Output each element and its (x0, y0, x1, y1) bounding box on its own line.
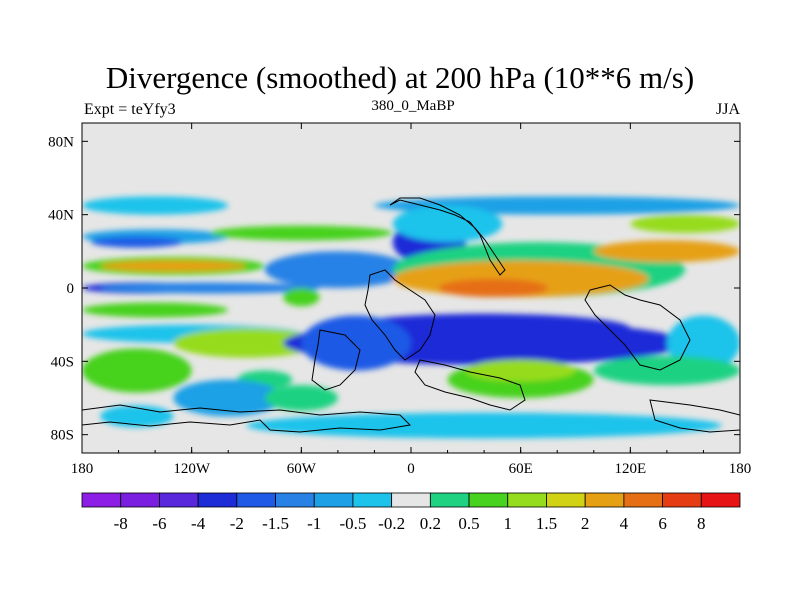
y-tick-label-2: 0 (67, 281, 75, 297)
x-tick-label-3: 0 (407, 461, 415, 477)
colorbar-box-13 (584, 492, 625, 508)
coastlines (82, 197, 740, 433)
colorbar-label-3: -2 (230, 514, 244, 533)
colorbar-box-14 (623, 492, 663, 508)
season-label: JJA (715, 101, 740, 118)
y-tick-label-1: 40N (48, 208, 74, 224)
x-tick-label-4: 60E (509, 461, 533, 477)
contour-region-29 (465, 359, 576, 382)
y-tick-label-4: 80S (51, 428, 74, 444)
colorbar-label-5: -1 (307, 514, 321, 533)
colorbar-label-8: 0.2 (420, 514, 441, 533)
continent-outline-southwest (311, 329, 361, 391)
continent-outline-polar (82, 404, 412, 433)
experiment-label: Expt = teYfy3 (84, 101, 176, 118)
colorbar-box-8 (391, 492, 431, 508)
y-tick-label-3: 40S (51, 354, 74, 370)
contour-region-0 (82, 196, 229, 215)
contour-region-23 (630, 214, 740, 233)
colorbar-box-15 (662, 492, 702, 508)
contour-region-31 (246, 412, 722, 439)
contour-region-32 (173, 379, 284, 417)
contour-region-16 (283, 288, 320, 307)
continent-outline-africa (364, 269, 436, 361)
colorbar-box-0 (81, 492, 122, 508)
x-tick-label-1: 120W (173, 461, 211, 477)
continent-outline-southeast (649, 399, 740, 433)
colorbar-box-1 (120, 492, 160, 508)
contour-region-26 (301, 315, 411, 371)
contour-region-15 (264, 251, 411, 288)
contour-region-18 (392, 205, 503, 243)
chart-title: Divergence (smoothed) at 200 hPa (10**6 … (105, 60, 695, 95)
contour-region-4 (100, 260, 247, 272)
colorbar-box-6 (313, 492, 354, 508)
contour-fields (82, 196, 740, 439)
colorbar-label-0: -8 (114, 514, 128, 533)
colorbar-box-7 (352, 492, 393, 508)
colorbar-label-2: -4 (191, 514, 206, 533)
colorbar-box-4 (236, 492, 276, 508)
contour-region-7 (82, 302, 229, 318)
contour-region-2 (91, 236, 183, 248)
continent-outline-north (389, 197, 506, 276)
colorbar-label-4: -1.5 (262, 514, 289, 533)
contour-region-30 (593, 355, 740, 386)
colorbar-label-1: -6 (152, 514, 166, 533)
colorbar-label-6: -0.5 (339, 514, 366, 533)
period-label: 380_0_MaBP (371, 98, 455, 114)
continent-outline-south (414, 359, 526, 411)
colorbar-label-12: 2 (581, 514, 590, 533)
y-axis: 80N 40N 0 40S 80S (48, 134, 740, 444)
colorbar-box-9 (429, 492, 470, 508)
colorbar-box-12 (546, 492, 586, 508)
x-tick-label-2: 60W (287, 461, 317, 477)
colorbar-box-5 (275, 492, 315, 508)
colorbar-label-14: 6 (658, 514, 667, 533)
colorbar-label-7: -0.2 (378, 514, 405, 533)
colorbar-label-10: 1 (504, 514, 513, 533)
contour-region-21 (438, 278, 549, 298)
continent-outline-asia (584, 284, 691, 371)
contour-region-22 (593, 240, 740, 263)
contour-region-9 (173, 328, 320, 358)
colorbar-box-10 (468, 492, 509, 508)
colorbar-box-3 (197, 492, 238, 508)
y-tick-label-0: 80N (48, 134, 74, 150)
colorbar-label-11: 1.5 (536, 514, 557, 533)
colorbar-box-11 (507, 492, 547, 508)
colorbar-box-2 (159, 492, 199, 508)
contour-region-14 (209, 225, 393, 241)
contour-region-33 (264, 385, 338, 411)
contour-region-25 (337, 313, 631, 344)
colorbar-box-16 (700, 492, 741, 508)
x-tick-label-5: 120E (614, 461, 646, 477)
contour-region-10 (82, 348, 192, 393)
colorbar-label-13: 4 (620, 514, 629, 533)
x-tick-label-6: 180 (729, 461, 752, 477)
contour-region-11 (100, 405, 174, 428)
colorbar: -8 -6 -4 -2 -1.5 -1 -0.5 -0.2 0.2 0.5 1 1.5 2 4 6 8 (81, 492, 741, 533)
colorbar-label-15: 8 (697, 514, 706, 533)
colorbar-label-9: 0.5 (458, 514, 479, 533)
x-tick-label-0: 180 (71, 461, 94, 477)
contour-region-6 (100, 282, 320, 294)
x-axis: 180 120W 60W 0 60E 120E 180 (71, 123, 752, 477)
plot-area: 180 120W 60W 0 60E 120E 180 80N 40N 0 40S 80S (48, 122, 752, 477)
